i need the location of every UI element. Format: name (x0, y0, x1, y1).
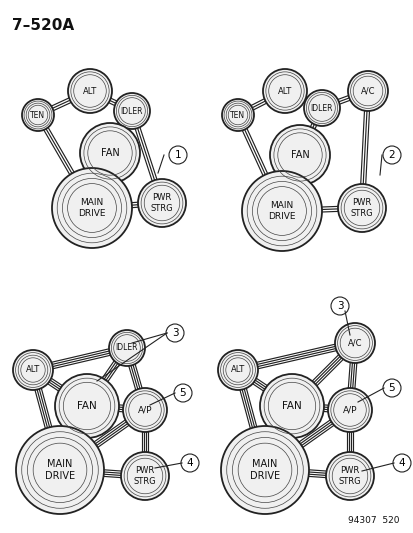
Text: 1: 1 (174, 150, 181, 160)
Text: 4: 4 (186, 458, 193, 468)
Circle shape (303, 90, 339, 126)
Circle shape (269, 125, 329, 185)
Circle shape (325, 452, 373, 500)
Circle shape (221, 99, 254, 131)
Text: ALT: ALT (277, 86, 292, 95)
Text: PWR
STRG: PWR STRG (133, 466, 156, 486)
Circle shape (347, 71, 387, 111)
Circle shape (109, 330, 145, 366)
Text: A/C: A/C (347, 338, 361, 348)
Text: PWR
STRG: PWR STRG (350, 198, 373, 217)
Text: PWR
STRG: PWR STRG (338, 466, 361, 486)
Circle shape (55, 374, 119, 438)
Circle shape (80, 123, 140, 183)
Circle shape (16, 426, 104, 514)
Circle shape (259, 374, 323, 438)
Circle shape (121, 452, 169, 500)
Text: PWR
STRG: PWR STRG (150, 193, 173, 213)
Text: 2: 2 (388, 150, 394, 160)
Text: A/C: A/C (360, 86, 374, 95)
Text: 94307  520: 94307 520 (348, 516, 399, 525)
Circle shape (218, 350, 257, 390)
Circle shape (13, 350, 53, 390)
Text: MAIN
DRIVE: MAIN DRIVE (45, 459, 75, 481)
Circle shape (123, 388, 166, 432)
Circle shape (327, 388, 371, 432)
Text: 3: 3 (171, 328, 178, 338)
Text: 3: 3 (336, 301, 342, 311)
Circle shape (68, 69, 112, 113)
Circle shape (334, 323, 374, 363)
Text: IDLER: IDLER (121, 107, 143, 116)
Circle shape (52, 168, 132, 248)
Circle shape (138, 179, 185, 227)
Text: 7–520A: 7–520A (12, 18, 74, 33)
Circle shape (242, 171, 321, 251)
Text: FAN: FAN (281, 401, 301, 411)
Circle shape (22, 99, 54, 131)
Text: A/P: A/P (342, 406, 356, 415)
Text: 5: 5 (179, 388, 186, 398)
Text: FAN: FAN (77, 401, 97, 411)
Text: IDLER: IDLER (116, 343, 138, 352)
Text: MAIN
DRIVE: MAIN DRIVE (268, 201, 295, 221)
Text: 4: 4 (398, 458, 404, 468)
Text: ALT: ALT (26, 366, 40, 375)
Text: FAN: FAN (100, 148, 119, 158)
Circle shape (337, 184, 385, 232)
Text: MAIN
DRIVE: MAIN DRIVE (78, 198, 105, 217)
Text: ALT: ALT (83, 86, 97, 95)
Text: IDLER: IDLER (310, 103, 332, 112)
Text: ALT: ALT (230, 366, 244, 375)
Text: A/P: A/P (138, 406, 152, 415)
Circle shape (262, 69, 306, 113)
Text: FAN: FAN (290, 150, 309, 160)
Text: MAIN
DRIVE: MAIN DRIVE (249, 459, 279, 481)
Text: TEN: TEN (230, 110, 245, 119)
Text: 5: 5 (388, 383, 394, 393)
Text: TEN: TEN (31, 110, 45, 119)
Circle shape (221, 426, 308, 514)
Circle shape (114, 93, 150, 129)
